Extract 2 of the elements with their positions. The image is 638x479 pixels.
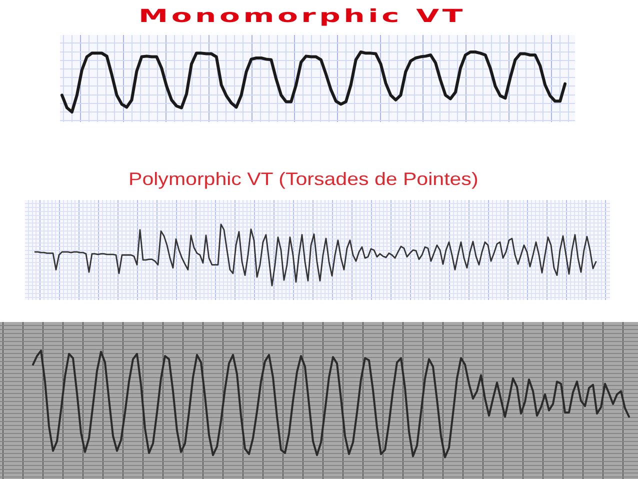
chart-title: Polymorphic VT (Torsades de Pointes) (128, 169, 478, 190)
chart-title: Monomorphic VT (138, 6, 466, 27)
